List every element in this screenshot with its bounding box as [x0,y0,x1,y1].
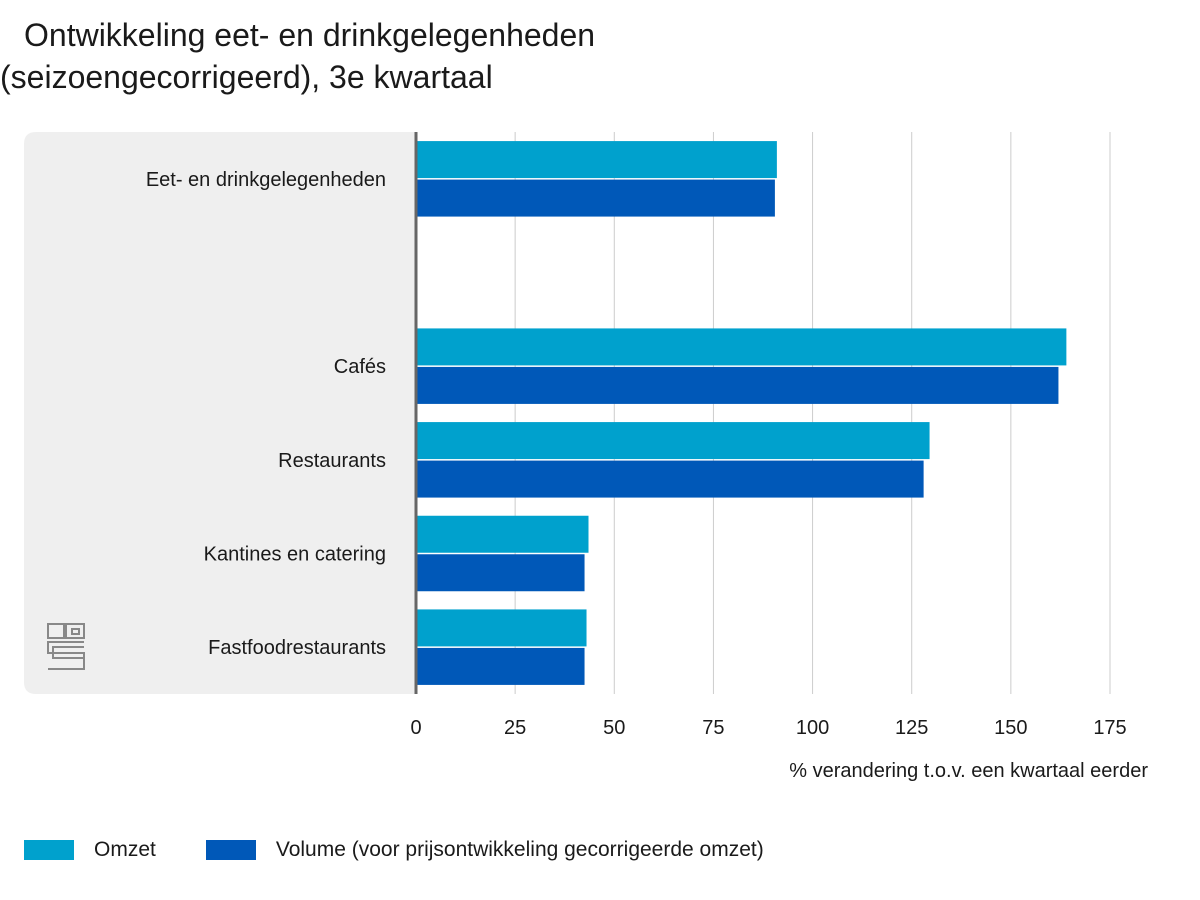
bar-volume-eet-en-drinkgelegenheden [416,179,775,217]
legend-swatch-volume [205,840,256,860]
bar-omzet-restaurants [416,422,930,460]
bar-omzet-kantines-en-catering [416,515,589,553]
x-tick-label-125: 125 [895,717,928,739]
x-tick-labels: 0 25 50 75 100 125 150 175 [410,717,1126,739]
chart-title: Ontwikkeling eet- en drinkgelegenheden (… [0,14,595,98]
x-tick-label-75: 75 [702,717,724,739]
cbs-logo-icon [47,623,85,670]
bar-volume-cafes [416,366,1059,404]
category-panel [24,132,416,694]
x-tick-label-50: 50 [603,717,625,739]
legend-label-volume: Volume (voor prijsontwikkeling gecorrige… [275,838,764,861]
bar-omzet-cafes [416,328,1067,366]
bar-omzet-fastfoodrestaurants [416,609,587,647]
bars [416,141,1067,685]
legend-swatch-omzet [24,840,74,860]
legend-item-volume: Volume (voor prijsontwikkeling gecorrige… [205,838,764,862]
x-tick-label-175: 175 [1093,717,1126,739]
x-tick-label-25: 25 [504,717,526,739]
x-tick-label-100: 100 [796,717,829,739]
bar-volume-restaurants [416,460,924,498]
legend-label-omzet: Omzet [94,838,156,861]
bar-volume-fastfoodrestaurants [416,647,585,685]
category-label-fastfoodrestaurants: Fastfoodrestaurants [208,637,386,659]
category-label-kantines-en-catering: Kantines en catering [204,544,386,566]
chart-title-line-1: Ontwikkeling eet- en drinkgelegenheden [24,17,596,53]
x-axis-label: % verandering t.o.v. een kwartaal eerder [789,760,1148,782]
gridlines [514,132,1111,694]
chart-title-line-2: (seizoengecorrigeerd), 3e kwartaal [0,59,493,95]
bar-volume-kantines-en-catering [416,554,585,592]
bar-omzet-eet-en-drinkgelegenheden [416,141,777,179]
category-labels: Eet- en drinkgelegenheden Cafés Restaurant… [146,169,386,659]
x-tick-label-150: 150 [994,717,1027,739]
category-label-cafes: Cafés [334,356,386,378]
legend: Omzet Volume (voor prijsontwikkeling gec… [24,838,814,862]
x-tick-label-0: 0 [410,717,421,739]
category-label-eet-en-drinkgelegenheden: Eet- en drinkgelegenheden [146,169,386,191]
category-label-restaurants: Restaurants [278,450,386,472]
legend-item-omzet: Omzet [24,838,156,862]
